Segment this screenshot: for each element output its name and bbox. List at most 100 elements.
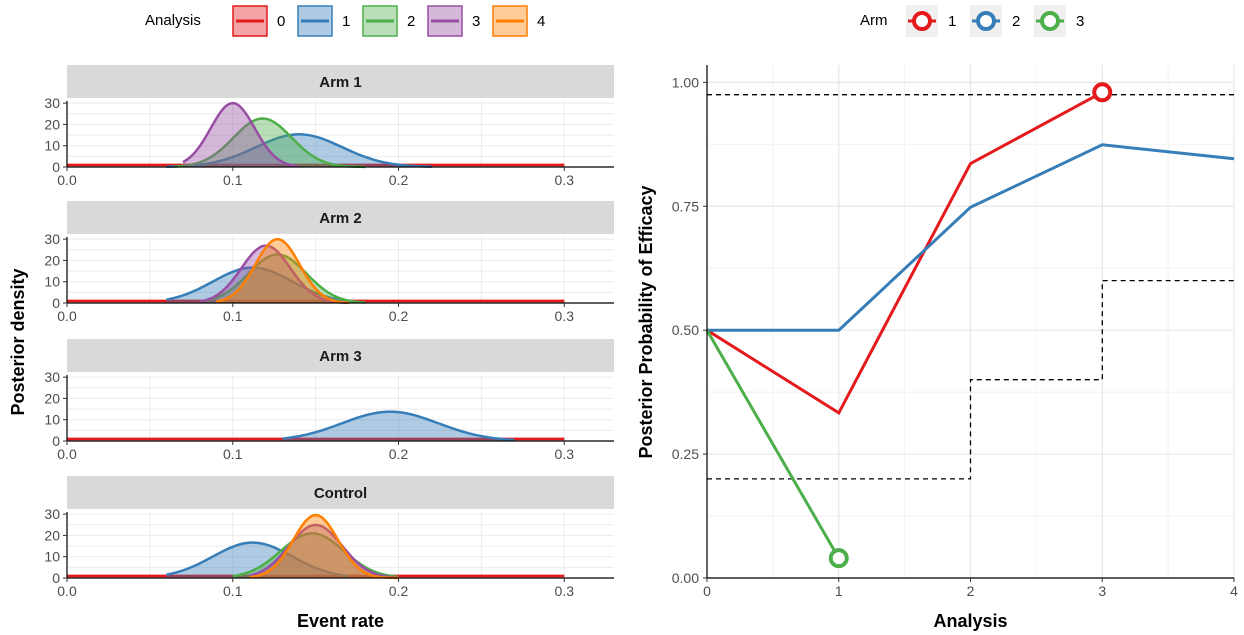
- efficacy-series-arm-3: [705, 329, 849, 569]
- x-tick-label: 0: [703, 583, 711, 599]
- legend-key-arm-3: 3: [1034, 5, 1084, 37]
- x-tick-label: 0.2: [389, 583, 409, 599]
- density-series-analysis-3: [248, 523, 399, 579]
- legend-label: 4: [537, 13, 545, 30]
- legend-label: 3: [472, 13, 480, 30]
- density-series-analysis-1: [166, 133, 432, 168]
- panel-title: Control: [314, 485, 367, 502]
- x-tick-label: 0.0: [57, 308, 77, 324]
- x-tick-label: 1: [835, 583, 843, 599]
- y-tick-label: 30: [44, 506, 60, 522]
- x-tick-label: 0.1: [223, 308, 243, 324]
- x-tick-label: 0.2: [389, 446, 409, 462]
- efficacy-series-arm-1: [706, 82, 1113, 416]
- y-tick-label: 20: [44, 390, 60, 406]
- density-series-analysis-3: [182, 101, 300, 168]
- efficacy-line-chart: 0.00 0.25 0.50 0.75 1.00 0 1 2 3 4: [672, 65, 1238, 599]
- y-tick-label: 0: [52, 159, 60, 175]
- y-tick-label: 0: [52, 295, 60, 311]
- efficacy-x-axis-title: Analysis: [933, 611, 1007, 631]
- legend-label: 2: [1012, 13, 1020, 30]
- panel-strip: [67, 201, 614, 234]
- x-tick-label: 0.3: [555, 172, 575, 188]
- density-x-axis-title: Event rate: [297, 611, 384, 631]
- density-series-analysis-1: [282, 410, 515, 442]
- y-tick-label: 20: [44, 527, 60, 543]
- y-tick-label: 0.75: [672, 198, 699, 214]
- legend-label: 2: [407, 13, 415, 30]
- legend-key-arm-1: 1: [906, 5, 956, 37]
- density-series-analysis-0: [67, 574, 565, 578]
- panel-title: Arm 1: [319, 74, 362, 91]
- x-tick-label: 0.2: [389, 308, 409, 324]
- legend-key-analysis-0: 0: [232, 5, 285, 37]
- y-tick-label: 0.00: [672, 570, 699, 586]
- y-tick-label: 0: [52, 570, 60, 586]
- x-tick-label: 0.3: [555, 583, 575, 599]
- y-tick-label: 0.25: [672, 446, 699, 462]
- x-tick-label: 0.1: [223, 446, 243, 462]
- x-tick-label: 4: [1230, 583, 1238, 599]
- efficacy-y-axis-title: Posterior Probability of Efficacy: [636, 185, 656, 458]
- panel-strip: [67, 339, 614, 372]
- x-tick-label: 0.3: [555, 446, 575, 462]
- x-tick-label: 3: [1098, 583, 1106, 599]
- density-panel-4: Control 0 10 20 30 0.0 0.1 0.2 0.3: [44, 476, 614, 599]
- x-tick-label: 0.1: [223, 172, 243, 188]
- density-y-axis-title: Posterior density: [8, 268, 28, 415]
- panel-title: Arm 3: [319, 348, 362, 365]
- y-tick-label: 10: [44, 412, 60, 428]
- y-tick-label: 10: [44, 138, 60, 154]
- density-series-analysis-4: [215, 237, 349, 304]
- y-tick-label: 1.00: [672, 74, 699, 90]
- y-tick-label: 0.50: [672, 322, 699, 338]
- stop-marker: [1092, 82, 1113, 103]
- y-tick-label: 30: [44, 231, 60, 247]
- y-tick-label: 30: [44, 95, 60, 111]
- x-tick-label: 0.1: [223, 583, 243, 599]
- x-tick-label: 2: [967, 583, 975, 599]
- y-tick-label: 10: [44, 549, 60, 565]
- density-panel-1: Arm 1 0 10 20 30 0.0 0.1 0.2 0.3: [44, 65, 614, 188]
- x-tick-label: 0.0: [57, 446, 77, 462]
- density-panel-2: Arm 2 0 10 20 30 0.0 0.1 0.2 0.3: [44, 201, 614, 324]
- density-series-analysis-2: [199, 253, 366, 304]
- arm-legend: Arm 1 2 3: [860, 5, 1084, 37]
- legend-title: Analysis: [145, 12, 201, 29]
- y-tick-label: 10: [44, 274, 60, 290]
- density-series-analysis-0: [67, 299, 565, 303]
- y-tick-label: 30: [44, 369, 60, 385]
- legend-label: 1: [342, 13, 350, 30]
- threshold-lower: [707, 279, 1234, 480]
- legend-label: 0: [277, 13, 285, 30]
- legend-key-analysis-2: 2: [362, 5, 415, 37]
- legend-key-analysis-1: 1: [297, 5, 350, 37]
- y-tick-label: 0: [52, 433, 60, 449]
- legend-key-analysis-3: 3: [427, 5, 480, 37]
- analysis-legend: Analysis 0 1 2 3 4: [145, 5, 545, 37]
- density-panel-3: Arm 3 0 10 20 30 0.0 0.1 0.2 0.3: [44, 339, 614, 462]
- x-tick-label: 0.2: [389, 172, 409, 188]
- legend-label: 3: [1076, 13, 1084, 30]
- y-tick-label: 20: [44, 252, 60, 268]
- efficacy-series-arm-2: [707, 143, 1235, 332]
- y-tick-label: 20: [44, 116, 60, 132]
- panel-strip: [67, 65, 614, 98]
- legend-key-arm-2: 2: [970, 5, 1020, 37]
- panel-strip: [67, 476, 614, 509]
- x-tick-label: 0.0: [57, 172, 77, 188]
- stop-marker: [828, 548, 849, 569]
- x-tick-label: 0.0: [57, 583, 77, 599]
- legend-key-analysis-4: 4: [492, 5, 545, 37]
- density-series-analysis-1: [166, 541, 349, 578]
- density-series-analysis-0: [67, 437, 565, 441]
- density-series-analysis-4: [249, 513, 399, 580]
- legend-title: Arm: [860, 12, 888, 29]
- legend-label: 1: [948, 13, 956, 30]
- density-series-analysis-3: [199, 244, 349, 305]
- density-series-analysis-0: [67, 163, 565, 167]
- density-series-analysis-2: [174, 117, 366, 169]
- density-series-analysis-1: [166, 266, 349, 303]
- panel-title: Arm 2: [319, 210, 362, 227]
